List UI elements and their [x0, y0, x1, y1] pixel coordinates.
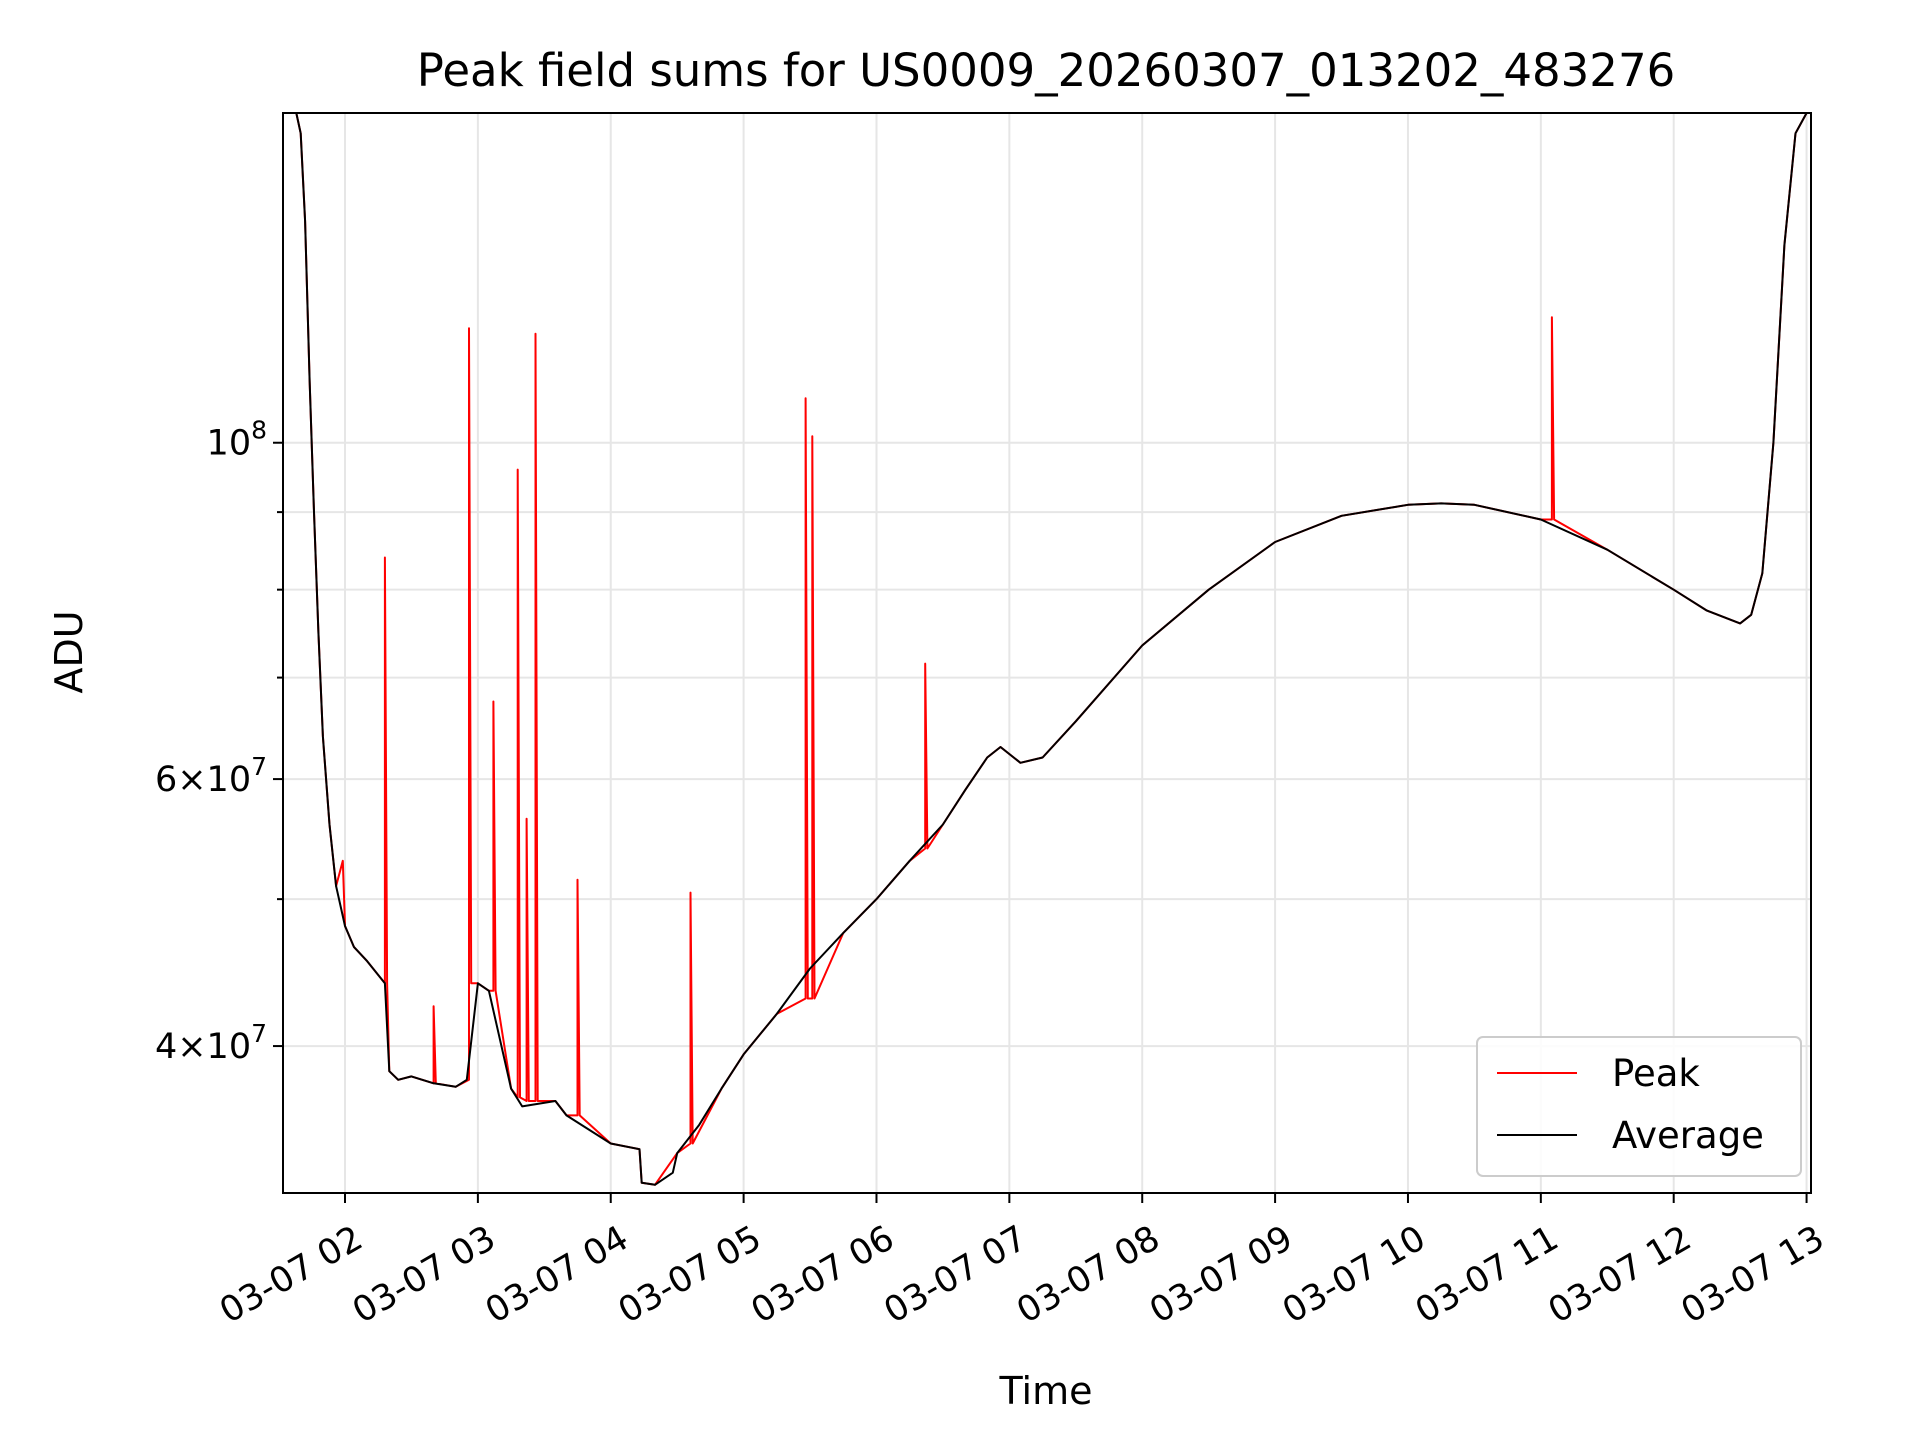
- x-tick-label: 03-07 04: [479, 1218, 635, 1331]
- x-tick-label: 03-07 12: [1542, 1218, 1698, 1331]
- legend-label-average: Average: [1612, 1114, 1764, 1157]
- x-tick-label: 03-07 10: [1276, 1218, 1432, 1331]
- x-tick-label: 03-07 05: [612, 1218, 768, 1331]
- chart-title: Peak field sums for US0009_20260307_0132…: [417, 44, 1675, 97]
- x-tick-label: 03-07 03: [346, 1218, 502, 1331]
- x-tick-label: 03-07 09: [1143, 1218, 1299, 1331]
- y-axis-label: ADU: [47, 610, 91, 693]
- plot-frame: [282, 112, 1812, 1194]
- series-layer: [295, 113, 1811, 1186]
- legend-box: [1476, 1036, 1802, 1177]
- x-tick-label: 03-07 07: [878, 1218, 1034, 1331]
- x-axis-label: Time: [999, 1369, 1093, 1413]
- x-tick-label: 03-07 08: [1010, 1218, 1166, 1331]
- x-tick-label: 03-07 11: [1409, 1218, 1565, 1331]
- x-tick-label: 03-07 06: [745, 1218, 901, 1331]
- y-tick-label: 4×107: [155, 1019, 267, 1067]
- y-tick-label: 6×107: [155, 752, 267, 800]
- x-tick-label: 03-07 02: [213, 1218, 369, 1331]
- legend: Peak Average: [1476, 1036, 1802, 1177]
- legend-label-peak: Peak: [1612, 1052, 1700, 1095]
- series-line-average: [295, 113, 1811, 1186]
- x-tick-label: 03-07 13: [1675, 1218, 1831, 1331]
- grid: [283, 113, 1811, 1193]
- series-line-peak: [295, 113, 1811, 1186]
- y-tick-label: 108: [207, 416, 267, 464]
